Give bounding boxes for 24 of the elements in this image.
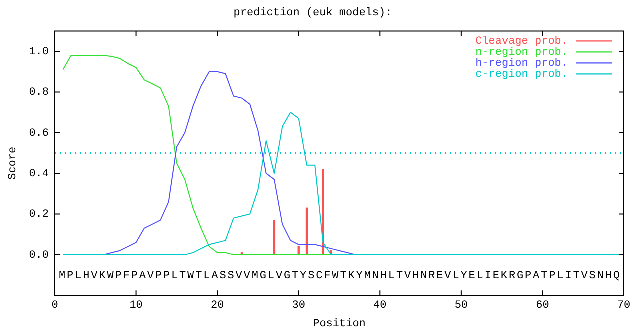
y-axis-title: Score — [8, 146, 20, 180]
legend-label: Cleavage prob. — [476, 36, 568, 48]
chart-title: prediction (euk models): — [234, 8, 392, 20]
bar — [273, 220, 276, 256]
y-tick-label: 1.0 — [29, 46, 50, 58]
y-tick-label: 0.2 — [29, 209, 50, 222]
x-axis-title: Position — [313, 318, 366, 330]
y-tick-label: 0.0 — [29, 250, 50, 262]
y-tick-label: 0.8 — [29, 87, 50, 100]
bar — [322, 169, 324, 256]
x-tick-label: 70 — [617, 300, 631, 312]
annotation: MPLHVKWPFPAVPPLTWTLASSVVMGLVGTYSCFWTKYMNHLTVHNREVLYELIEKRGPATPLITVSNHQ — [59, 270, 622, 283]
x-tick-label: 0 — [52, 300, 58, 312]
x-tick-label: 30 — [292, 300, 306, 312]
x-tick-label: 20 — [210, 300, 224, 312]
x-tick-label: 10 — [130, 300, 143, 312]
legend-label: c-region prob. — [476, 69, 568, 82]
legend-label: n-region prob. — [476, 47, 568, 60]
legend-label: h-region prob. — [476, 58, 568, 70]
y-tick-label: 0.6 — [29, 128, 50, 140]
y-tick-label: 0.4 — [29, 168, 50, 180]
x-tick-label: 40 — [374, 300, 387, 312]
x-tick-label: 60 — [536, 300, 550, 312]
x-tick-label: 50 — [454, 300, 468, 312]
